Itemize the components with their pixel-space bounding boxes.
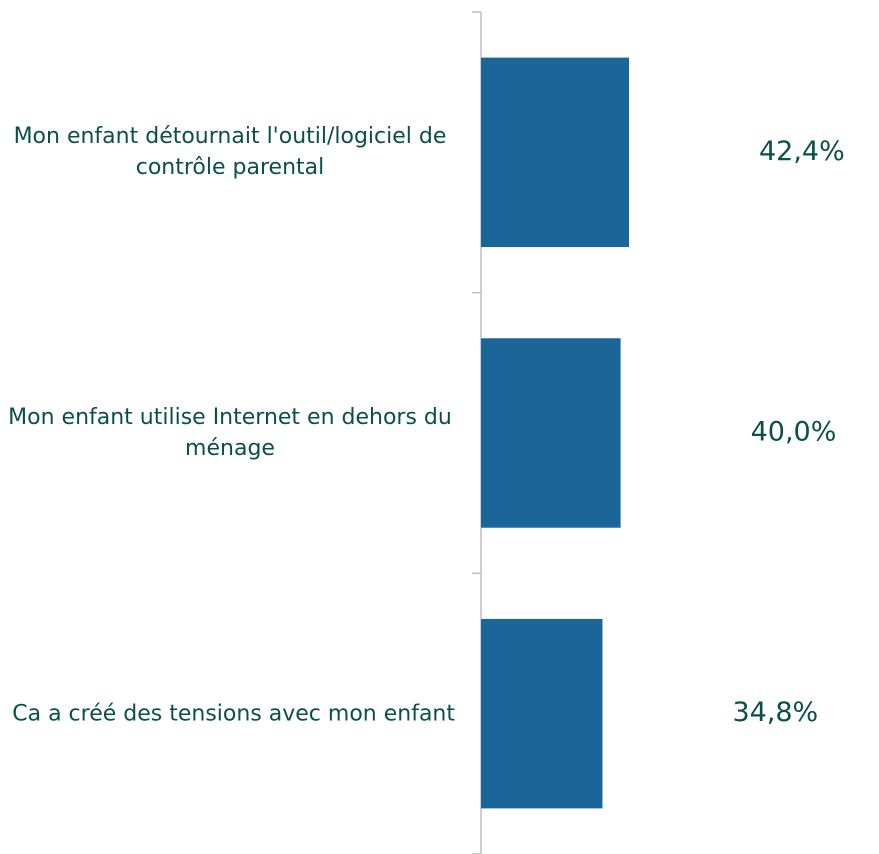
category-label: Ca a créé des tensions avec mon enfant	[12, 701, 455, 727]
bar	[481, 338, 621, 528]
category-label: Mon enfant détournait l'outil/logiciel d…	[13, 124, 447, 181]
bar	[481, 618, 603, 809]
value-label: 42,4%	[759, 136, 845, 167]
value-label: 34,8%	[732, 697, 818, 728]
value-label: 40,0%	[751, 417, 837, 448]
category-label: Mon enfant utilise Internet en dehors du…	[8, 405, 452, 461]
bar	[481, 57, 629, 248]
